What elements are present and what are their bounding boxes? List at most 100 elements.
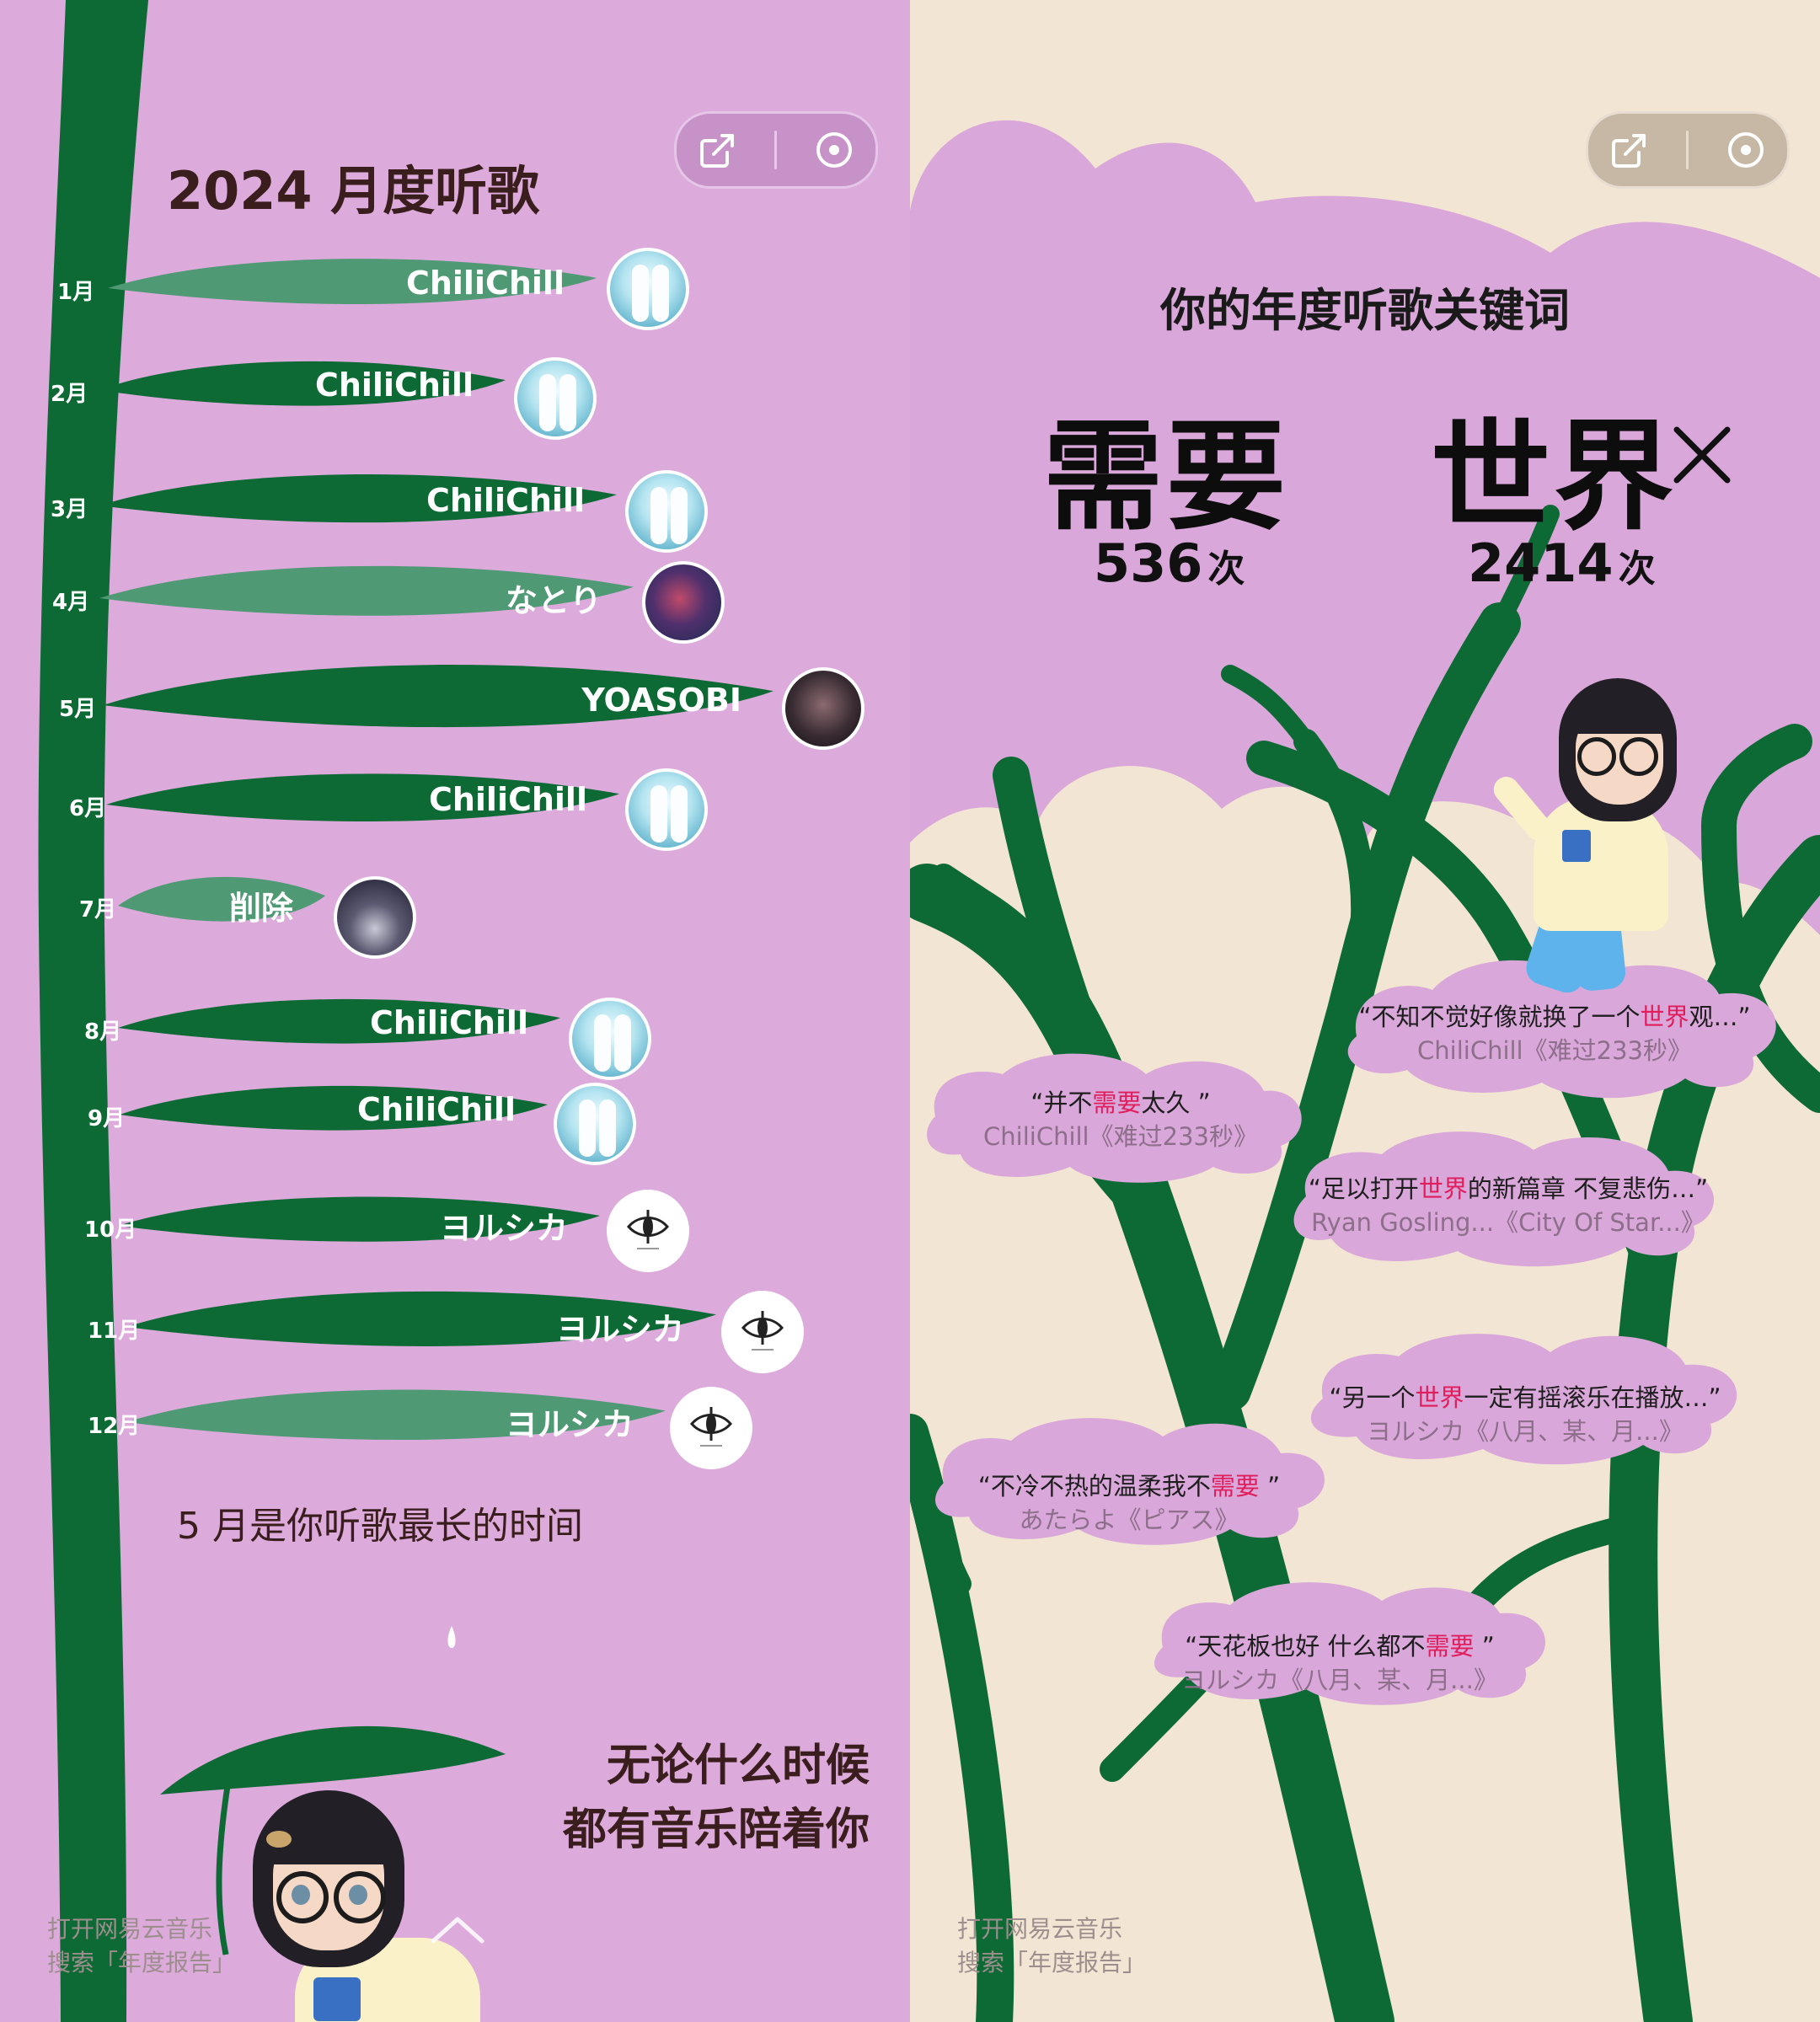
keywords-heading: 你的年度听歌关键词 (1160, 284, 1570, 337)
bamboo-stem-illustration (38, 0, 774, 2022)
top-artist-name: ChiliChill (369, 1004, 528, 1041)
month-label: 4月 (52, 590, 90, 615)
lyric-keyword: 需要 (1092, 1089, 1142, 1117)
month-leaf (118, 876, 325, 922)
eye-logo-icon (690, 1407, 732, 1447)
month-label: 9月 (88, 1106, 126, 1131)
footer-hint: 打开网易云音乐 搜索「年度报告」 (47, 1912, 236, 1980)
footer-line-2: 搜索「年度报告」 (47, 1949, 237, 1977)
artist-avatar[interactable] (625, 470, 708, 553)
song-source: あたらよ《ピアス》 (1019, 1506, 1239, 1534)
song-source: ヨルシカ《八月、某、月...》 (1181, 1666, 1498, 1694)
month-leaf (99, 474, 617, 523)
share-icon[interactable] (693, 125, 743, 175)
share-icon[interactable] (1604, 125, 1655, 175)
lyric-text: 太久 ” (1141, 1089, 1211, 1117)
top-artist-name: ヨルシカ (555, 1311, 684, 1348)
month-leaf (118, 998, 560, 1044)
artist-avatar[interactable] (782, 667, 864, 750)
artist-avatar[interactable] (625, 768, 708, 851)
song-source: ChiliChill《难过233秒》 (983, 1122, 1258, 1151)
lyric-text: “不冷不热的温柔我不 (977, 1472, 1211, 1500)
artist-avatar[interactable] (334, 876, 416, 959)
lyric-text: ” (1474, 1632, 1495, 1661)
lyric-quote-bubble[interactable]: “不知不觉好像就换了一个世界观…” ChiliChill《难过233秒》 (1357, 1001, 1753, 1067)
lyric-keyword: 世界 (1418, 1174, 1468, 1203)
lyric-quote-bubble[interactable]: “另一个世界一定有摇滚乐在播放…” ヨルシカ《八月、某、月...》 (1314, 1382, 1736, 1447)
top-artist-name: ChiliChill (356, 1091, 516, 1128)
top-artist-name: 削除 (228, 890, 293, 927)
toolbar-pill (1586, 111, 1790, 189)
month-label: 10月 (84, 1217, 137, 1243)
lyric-text: “另一个 (1329, 1383, 1416, 1412)
closing-line-2: 都有音乐陪着你 (562, 1805, 870, 1855)
count-value: 2414 (1468, 532, 1614, 594)
top-artist-name: ChiliChill (426, 482, 585, 519)
character-illustration (253, 1790, 480, 2022)
lyric-line: “不冷不热的温柔我不需要 ” (944, 1470, 1314, 1502)
top-artist-name: なとり (505, 582, 602, 619)
month-leaf (106, 773, 619, 821)
lyric-line: “天花板也好 什么都不需要 ” (1163, 1630, 1517, 1662)
lyric-text: “不知不觉好像就换了一个 (1358, 1003, 1641, 1031)
lyric-line: “不知不觉好像就换了一个世界观…” (1357, 1001, 1753, 1033)
record-icon[interactable] (1721, 125, 1771, 175)
footer-line-1: 打开网易云音乐 (47, 1915, 213, 1943)
lyric-text: 观…” (1689, 1003, 1751, 1031)
month-label: 12月 (88, 1414, 141, 1439)
song-source: ヨルシカ《八月、某、月...》 (1367, 1417, 1684, 1446)
month-leaf (99, 565, 634, 616)
eye-logo-icon (627, 1210, 669, 1249)
month-label: 6月 (69, 796, 107, 821)
top-artist-name: ヨルシカ (439, 1210, 568, 1247)
monthly-report-panel: 2024 月度听歌 1月 ChiliChill 2月 ChiliChill 3月 Chil… (0, 0, 910, 2022)
peak-month-text: 5 月是你听歌最长的时间 (177, 1505, 583, 1548)
count-unit: 次 (1618, 548, 1656, 591)
artist-avatar[interactable] (514, 357, 597, 440)
closing-line-1: 无论什么时候 (606, 1741, 870, 1791)
lyric-text: “天花板也好 什么都不 (1185, 1632, 1426, 1661)
lyric-quote-bubble[interactable]: “足以打开世界的新篇章 不复悲伤…” Ryan Gosling...《City O… (1306, 1173, 1710, 1238)
artist-avatar[interactable] (721, 1291, 804, 1373)
month-label: 5月 (59, 697, 97, 722)
lyric-text: “足以打开 (1308, 1174, 1419, 1203)
keyword-1-count: 536 次 (1094, 532, 1245, 594)
count-unit: 次 (1207, 548, 1245, 591)
month-label: 7月 (79, 897, 117, 923)
footer-hint: 打开网易云音乐 搜索「年度报告」 (957, 1912, 1146, 1980)
artist-avatar[interactable] (607, 248, 689, 330)
artist-avatar[interactable] (554, 1083, 636, 1165)
keyword-2: 世界 (1431, 408, 1677, 547)
artist-avatar[interactable] (670, 1387, 752, 1469)
record-icon[interactable] (809, 125, 859, 175)
song-source: Ryan Gosling...《City Of Star...》 (1311, 1208, 1705, 1237)
artist-avatar[interactable] (642, 561, 725, 644)
top-artist-name: ヨルシカ (505, 1406, 634, 1443)
top-artist-name: YOASOBI (581, 682, 741, 719)
month-leaf (99, 361, 506, 406)
lyric-quote-bubble[interactable]: “天花板也好 什么都不需要 ” ヨルシカ《八月、某、月...》 (1163, 1630, 1517, 1696)
page-title: 2024 月度听歌 (167, 160, 540, 222)
scroll-up-chevron-icon[interactable] (428, 1912, 487, 1946)
month-leaf (126, 1291, 716, 1346)
eye-logo-icon (741, 1311, 784, 1351)
keyword-report-panel: 你的年度听歌关键词 需要 世界 536 次 2414 次 “不知不觉好像就换了一个世… (910, 0, 1820, 2022)
top-artist-name: ChiliChill (405, 265, 565, 302)
lyric-keyword: 世界 (1415, 1383, 1464, 1412)
lyric-keyword: 世界 (1640, 1003, 1689, 1031)
lyric-text: ” (1259, 1472, 1281, 1500)
toolbar-pill (674, 111, 878, 189)
artist-avatar[interactable] (607, 1190, 689, 1272)
artist-avatar[interactable] (569, 998, 651, 1080)
keyword-1: 需要 (1043, 408, 1289, 547)
lyric-keyword: 需要 (1210, 1472, 1260, 1500)
month-label: 2月 (51, 382, 88, 407)
lyric-quote-bubble[interactable]: “不冷不热的温柔我不需要 ” あたらよ《ピアス》 (944, 1470, 1314, 1536)
month-leaf (118, 1196, 600, 1242)
lyric-line: “另一个世界一定有摇滚乐在播放…” (1314, 1382, 1736, 1414)
month-label: 1月 (57, 280, 95, 305)
closing-message: 无论什么时候 都有音乐陪着你 (563, 1734, 870, 1862)
lyric-quote-bubble[interactable]: “并不需要太久 ” ChiliChill《难过233秒》 (944, 1087, 1298, 1153)
month-label: 3月 (51, 497, 88, 522)
character-illustration (1488, 678, 1702, 998)
